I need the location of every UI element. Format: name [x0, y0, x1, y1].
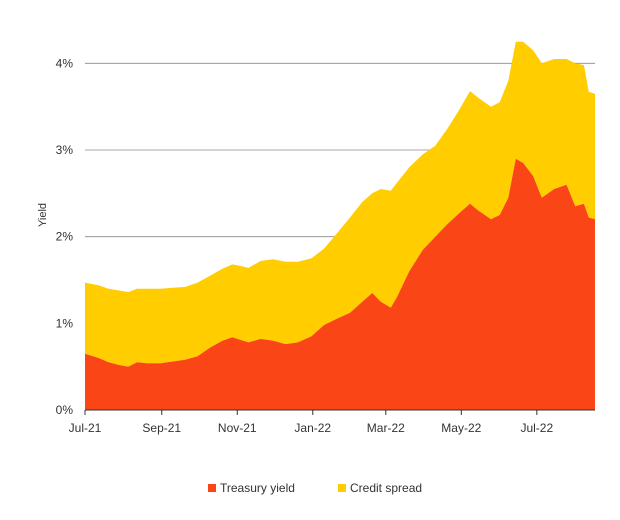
x-tick-label: Sep-21	[142, 421, 181, 435]
legend-swatch	[338, 484, 346, 492]
y-axis-title: Yield	[37, 203, 49, 227]
treasury-yield-area	[85, 158, 595, 410]
x-tick-label: Mar-22	[367, 421, 405, 435]
legend-swatch	[208, 484, 216, 492]
x-tick-label: Jan-22	[294, 421, 331, 435]
y-tick-label: 0%	[56, 403, 74, 417]
legend-label: Treasury yield	[220, 481, 295, 495]
legend-label: Credit spread	[350, 481, 422, 495]
legend: Treasury yield Credit spread	[208, 481, 422, 495]
y-tick-label: 3%	[56, 143, 74, 157]
y-tick-label: 1%	[56, 316, 74, 330]
x-tick-label: May-22	[441, 421, 481, 435]
credit-spread-area	[85, 41, 595, 367]
y-tick-label: 4%	[56, 56, 74, 70]
x-tick-label: Nov-21	[218, 421, 257, 435]
y-tick-labels: 0% 1% 2% 3% 4%	[56, 56, 74, 417]
x-tick-labels: Jul-21 Sep-21 Nov-21 Jan-22 Mar-22 May-22 Jul-…	[69, 410, 553, 435]
x-tick-label: Jul-21	[69, 421, 102, 435]
y-tick-label: 2%	[56, 230, 74, 244]
area-series	[85, 41, 595, 410]
x-tick-label: Jul-22	[520, 421, 553, 435]
